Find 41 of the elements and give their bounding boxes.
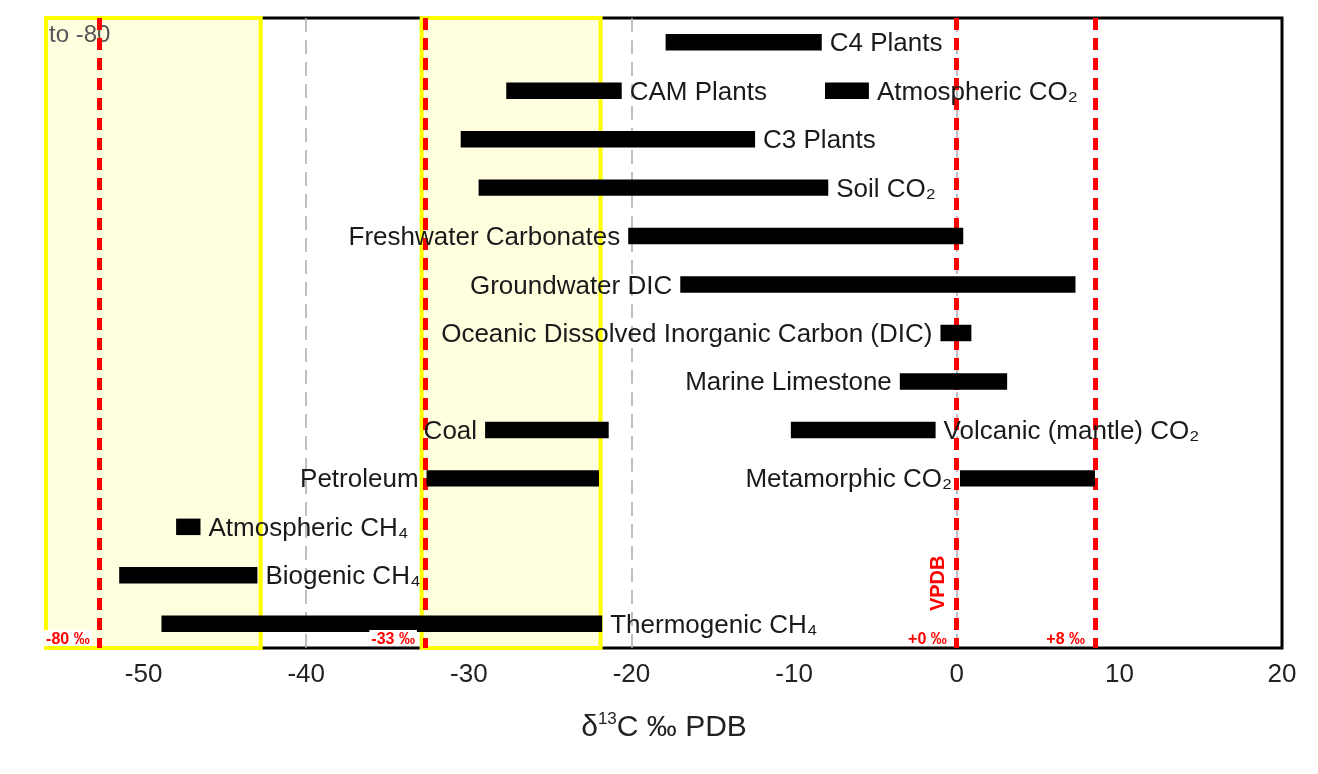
data-label: Soil CO₂: [836, 172, 936, 203]
bar: [161, 615, 603, 633]
data-label: Metamorphic CO₂: [745, 463, 952, 494]
x-tick-label: -50: [124, 658, 163, 688]
ref-line-label: -80 ‰: [46, 629, 90, 647]
x-tick-label: -40: [287, 658, 325, 688]
x-tick-label: -10: [775, 658, 813, 688]
data-label: C3 Plants: [763, 124, 876, 155]
bar: [485, 421, 609, 439]
x-tick-label: -20: [612, 658, 651, 688]
bar: [460, 130, 756, 148]
bar: [119, 567, 258, 584]
bar: [426, 470, 599, 487]
ref-line-label: -33 ‰: [371, 629, 415, 647]
bar: [506, 82, 622, 99]
data-label: Petroleum: [300, 463, 419, 494]
bar: [959, 470, 1095, 487]
x-tick-label: 10: [1104, 658, 1134, 688]
ref-line-label: +0 ‰: [908, 629, 947, 647]
bar: [825, 82, 869, 99]
data-label: Volcanic (mantle) CO₂: [943, 414, 1200, 445]
x-tick-label: 0: [949, 658, 964, 688]
bar: [790, 421, 936, 439]
data-label: Marine Limestone: [685, 366, 892, 397]
data-label: Biogenic CH₄: [265, 560, 421, 591]
annotation: VPDB: [925, 555, 948, 612]
bar: [665, 33, 822, 51]
x-tick-label: 20: [1267, 658, 1297, 688]
bar: [176, 518, 201, 536]
x-tick-label: -30: [450, 658, 488, 688]
bar: [940, 324, 972, 342]
data-label: Atmospheric CO₂: [876, 75, 1078, 106]
data-label: Thermogenic CH₄: [610, 608, 818, 639]
bar: [478, 179, 829, 196]
ref-line-label: +8 ‰: [1046, 629, 1085, 647]
bar: [899, 373, 1008, 390]
data-label: C4 Plants: [829, 27, 943, 58]
data-label: Coal: [423, 414, 478, 445]
data-label: CAM Plants: [629, 75, 767, 106]
bar: [628, 227, 964, 245]
bar: [680, 276, 1076, 293]
